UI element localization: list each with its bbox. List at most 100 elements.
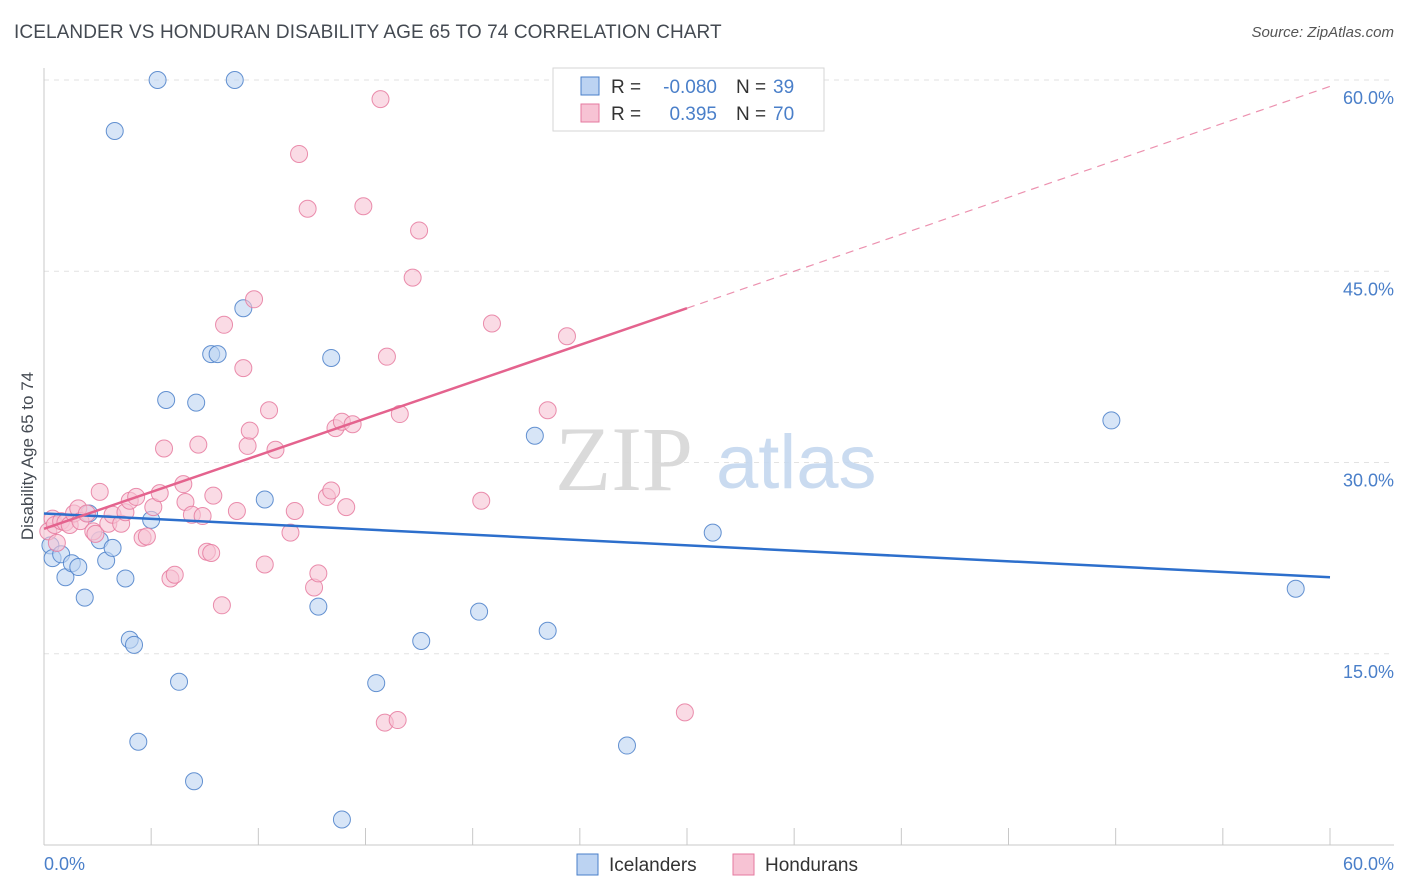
honduran-point-66 — [482, 314, 501, 333]
hondurans-trend-extension — [686, 85, 1331, 309]
honduran-point-26 — [165, 565, 184, 584]
icelander-point-6 — [75, 588, 94, 607]
icelander-point-38 — [1286, 579, 1305, 598]
honduran-point-68 — [557, 327, 576, 346]
legend-r-label-1: R = — [611, 77, 641, 98]
honduran-point-55 — [337, 498, 356, 517]
correlation-legend: R = -0.080 N = 39 R = 0.395 N = 70 — [552, 67, 825, 132]
watermark-zip: ZIP — [555, 408, 693, 510]
icelander-point-20 — [185, 772, 204, 791]
legend-r-label-2: R = — [611, 104, 641, 125]
honduran-point-60 — [377, 347, 396, 366]
honduran-point-58 — [371, 90, 390, 109]
legend-n-label-2: N = — [736, 104, 766, 125]
honduran-point-46 — [285, 501, 304, 520]
y-tick-label-2: 45.0% — [1343, 279, 1394, 299]
x-tick-label-1: 60.0% — [1343, 854, 1394, 874]
icelander-point-11 — [116, 569, 135, 588]
bottom-legend-swatch-icelanders — [576, 853, 599, 876]
icelander-point-23 — [208, 345, 227, 364]
bottom-legend-hondurans: Hondurans — [765, 855, 858, 876]
trend-lines — [43, 85, 1331, 579]
honduran-point-48 — [298, 199, 317, 218]
honduran-point-42 — [255, 555, 274, 574]
icelander-point-28 — [322, 348, 341, 367]
icelander-point-32 — [470, 602, 489, 621]
honduran-point-63 — [403, 268, 422, 287]
honduran-point-52 — [322, 481, 341, 500]
icelander-point-36 — [703, 523, 722, 542]
honduran-point-33 — [202, 544, 221, 563]
bottom-legend-icelanders: Icelanders — [609, 855, 697, 876]
icelander-point-34 — [538, 621, 557, 640]
honduran-point-39 — [238, 436, 257, 455]
x-axis-ticks — [150, 828, 1331, 845]
icelander-point-31 — [412, 632, 431, 650]
icelander-point-13 — [125, 635, 144, 654]
legend-n-label-1: N = — [736, 77, 766, 98]
honduran-point-64 — [410, 221, 429, 240]
honduran-point-69 — [675, 703, 694, 722]
honduran-point-61 — [388, 711, 407, 730]
legend-swatch-hondurans — [580, 103, 600, 123]
icelander-point-21 — [187, 393, 206, 412]
honduran-point-30 — [189, 435, 208, 454]
legend-swatch-icelanders — [580, 76, 600, 96]
honduran-point-65 — [472, 491, 491, 510]
honduran-point-13 — [90, 482, 109, 501]
y-tick-labels: 15.0% 30.0% 45.0% 60.0% — [1343, 88, 1394, 682]
honduran-point-37 — [227, 501, 246, 520]
icelander-point-24 — [225, 71, 244, 89]
honduran-point-67 — [538, 401, 557, 420]
legend-n-value-2: 70 — [773, 104, 794, 125]
hondurans-trend-line — [43, 307, 688, 530]
gridlines — [44, 79, 1394, 655]
icelander-point-18 — [157, 391, 176, 410]
watermark: ZIP atlas — [555, 408, 877, 510]
honduran-point-24 — [155, 439, 174, 458]
icelander-point-29 — [332, 810, 351, 829]
hondurans-points — [39, 90, 694, 732]
legend-r-value-2: 0.395 — [669, 104, 717, 125]
icelander-point-19 — [170, 672, 189, 691]
honduran-point-56 — [343, 415, 362, 434]
x-tick-label-0: 0.0% — [44, 854, 85, 874]
icelander-point-27 — [309, 597, 328, 616]
bottom-legend-swatch-hondurans — [732, 853, 755, 876]
honduran-point-21 — [137, 527, 156, 546]
honduran-point-57 — [354, 197, 373, 216]
y-axis-title: Disability Age 65 to 74 — [18, 372, 37, 540]
icelander-point-26 — [255, 490, 274, 509]
watermark-atlas: atlas — [716, 420, 877, 505]
honduran-point-45 — [281, 523, 300, 542]
icelander-point-17 — [148, 71, 167, 89]
icelanders-trend-line — [43, 512, 1331, 579]
honduran-point-43 — [260, 401, 279, 420]
icelander-point-10 — [103, 538, 122, 557]
icelander-point-37 — [1102, 411, 1121, 430]
icelander-point-16 — [105, 122, 124, 140]
y-tick-label-3: 60.0% — [1343, 88, 1394, 108]
chart-title: ICELANDER VS HONDURAN DISABILITY AGE 65 … — [14, 22, 722, 43]
icelander-point-33 — [525, 426, 544, 445]
honduran-point-47 — [290, 144, 309, 163]
honduran-point-41 — [245, 290, 264, 309]
honduran-point-50 — [309, 564, 328, 583]
honduran-point-36 — [215, 315, 234, 334]
honduran-point-3 — [47, 533, 66, 552]
icelander-point-14 — [129, 732, 148, 751]
legend-n-value-1: 39 — [773, 77, 794, 98]
y-tick-label-1: 30.0% — [1343, 471, 1394, 491]
y-tick-label-0: 15.0% — [1343, 662, 1394, 682]
icelander-point-35 — [617, 736, 636, 755]
icelander-point-30 — [367, 674, 386, 693]
legend-r-value-1: -0.080 — [663, 77, 717, 98]
series-legend: Icelanders Hondurans — [576, 853, 858, 876]
honduran-point-35 — [212, 596, 231, 615]
honduran-point-38 — [234, 359, 253, 378]
honduran-point-34 — [204, 486, 223, 505]
x-tick-labels: 0.0% 60.0% — [44, 854, 1394, 874]
honduran-point-12 — [86, 524, 105, 543]
icelander-point-5 — [69, 558, 88, 577]
